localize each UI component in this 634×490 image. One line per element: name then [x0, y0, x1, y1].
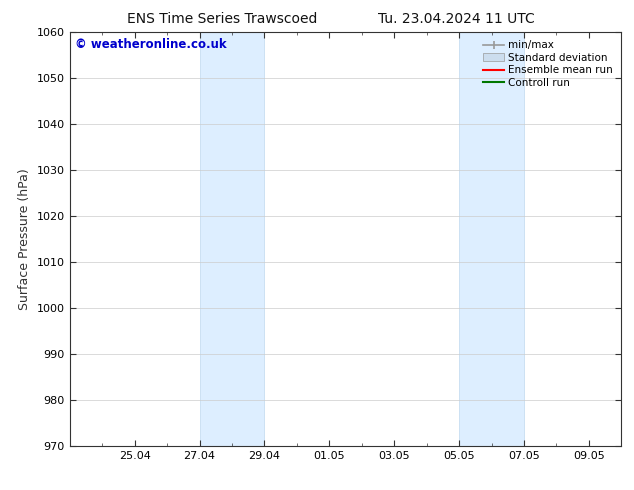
Y-axis label: Surface Pressure (hPa): Surface Pressure (hPa): [18, 168, 31, 310]
Text: Tu. 23.04.2024 11 UTC: Tu. 23.04.2024 11 UTC: [378, 12, 535, 26]
Text: © weatheronline.co.uk: © weatheronline.co.uk: [75, 38, 227, 51]
Bar: [459, 32, 524, 446]
Legend: min/max, Standard deviation, Ensemble mean run, Controll run: min/max, Standard deviation, Ensemble me…: [480, 37, 616, 91]
Text: ENS Time Series Trawscoed: ENS Time Series Trawscoed: [127, 12, 317, 26]
Bar: [200, 32, 264, 446]
